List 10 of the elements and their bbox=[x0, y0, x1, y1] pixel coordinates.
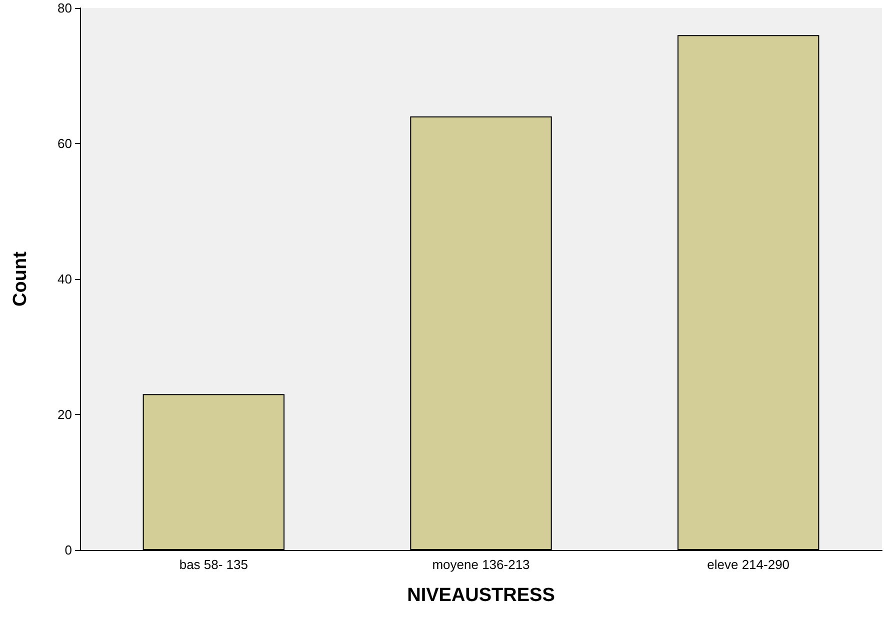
y-tick-label: 20 bbox=[58, 407, 72, 422]
y-tick-label: 40 bbox=[58, 272, 72, 286]
y-tick-label: 0 bbox=[64, 542, 72, 558]
x-tick-label: eleve 214-290 bbox=[707, 557, 790, 572]
y-tick-label: 60 bbox=[58, 136, 72, 151]
x-tick-label: moyene 136-213 bbox=[432, 557, 530, 572]
y-tick-label: 80 bbox=[58, 0, 72, 16]
x-tick-label: bas 58- 135 bbox=[179, 557, 248, 572]
y-axis-title: Count bbox=[10, 250, 31, 306]
x-axis-title: NIVEAUSTRESS bbox=[407, 585, 555, 606]
